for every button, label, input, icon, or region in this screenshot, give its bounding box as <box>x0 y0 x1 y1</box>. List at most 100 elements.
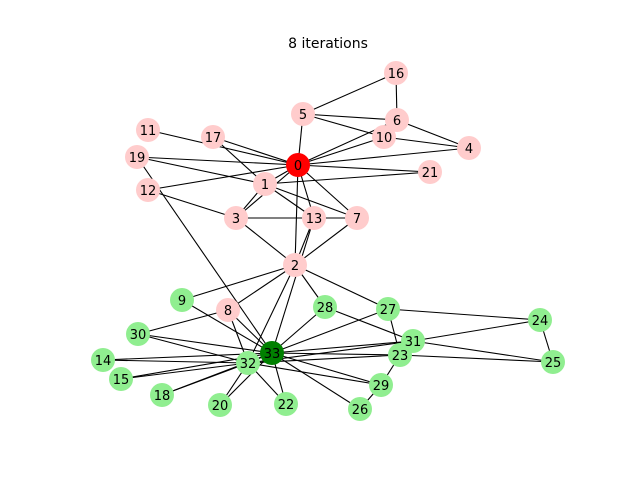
node-18: 18 <box>150 383 174 407</box>
node-circle-33 <box>260 341 284 365</box>
node-circle-11 <box>136 118 160 142</box>
edge-0-12 <box>147 164 299 191</box>
node-label-19: 19 <box>129 151 146 166</box>
node-19: 19 <box>125 145 149 169</box>
node-label-12: 12 <box>140 184 157 199</box>
edge-2-8 <box>227 264 296 311</box>
node-11: 11 <box>136 118 160 142</box>
edge-1-21 <box>264 171 431 185</box>
node-label-2: 2 <box>291 259 299 274</box>
node-circle-20 <box>208 393 232 417</box>
node-label-9: 9 <box>178 294 186 309</box>
node-circle-5 <box>291 102 315 126</box>
node-label-23: 23 <box>392 349 409 364</box>
node-label-3: 3 <box>232 212 240 227</box>
edge-26-33 <box>271 352 361 410</box>
node-circle-13 <box>302 206 326 230</box>
node-circle-18 <box>150 383 174 407</box>
node-13: 13 <box>302 206 326 230</box>
node-label-31: 31 <box>405 335 422 350</box>
node-circle-24 <box>528 308 552 332</box>
node-3: 3 <box>224 206 248 230</box>
node-circle-28 <box>313 295 337 319</box>
edge-5-10 <box>302 113 385 138</box>
node-circle-26 <box>348 397 372 421</box>
node-22: 22 <box>274 392 298 416</box>
edge-0-19 <box>136 156 299 166</box>
node-circle-22 <box>274 392 298 416</box>
node-label-18: 18 <box>154 389 171 404</box>
node-label-28: 28 <box>317 301 334 316</box>
node-label-4: 4 <box>465 142 473 157</box>
node-circle-10 <box>372 125 396 149</box>
edge-15-32 <box>120 362 249 380</box>
edge-3-12 <box>147 189 237 219</box>
node-circle-1 <box>253 172 277 196</box>
node-circle-32 <box>236 351 260 375</box>
node-15: 15 <box>109 367 133 391</box>
node-29: 29 <box>369 373 393 397</box>
edge-24-27 <box>387 308 541 321</box>
node-label-1: 1 <box>261 178 269 193</box>
graph-title: 8 iterations <box>288 36 368 52</box>
node-label-26: 26 <box>352 403 369 418</box>
node-label-25: 25 <box>545 356 562 371</box>
node-label-27: 27 <box>380 303 397 318</box>
node-2: 2 <box>283 253 307 277</box>
edge-2-3 <box>235 217 296 266</box>
node-label-33: 33 <box>264 347 281 362</box>
node-circle-19 <box>125 145 149 169</box>
edge-29-33 <box>271 352 382 386</box>
node-circle-12 <box>136 178 160 202</box>
node-27: 27 <box>376 297 400 321</box>
edge-0-11 <box>147 129 299 166</box>
edge-24-31 <box>412 319 541 342</box>
node-10: 10 <box>372 125 396 149</box>
node-circle-14 <box>91 348 115 372</box>
node-label-22: 22 <box>278 398 295 413</box>
edge-2-27 <box>294 264 389 310</box>
edge-1-19 <box>136 156 266 185</box>
node-17: 17 <box>201 125 225 149</box>
node-25: 25 <box>541 350 565 374</box>
node-circle-15 <box>109 367 133 391</box>
node-label-32: 32 <box>240 357 257 372</box>
edge-0-21 <box>297 164 431 173</box>
node-16: 16 <box>384 61 408 85</box>
node-label-8: 8 <box>224 304 232 319</box>
edge-4-6 <box>396 119 470 149</box>
edge-0-4 <box>297 147 470 166</box>
edge-30-32 <box>137 333 249 364</box>
node-6: 6 <box>385 108 409 132</box>
node-14: 14 <box>91 348 115 372</box>
node-label-6: 6 <box>393 114 401 129</box>
node-circle-2 <box>283 253 307 277</box>
node-12: 12 <box>136 178 160 202</box>
edge-25-31 <box>412 340 554 363</box>
edge-0-17 <box>212 136 299 166</box>
node-33: 33 <box>260 341 284 365</box>
edge-23-25 <box>399 354 554 363</box>
edge-14-32 <box>102 359 249 364</box>
node-label-20: 20 <box>212 399 229 414</box>
node-24: 24 <box>528 308 552 332</box>
node-label-13: 13 <box>306 212 323 227</box>
node-label-30: 30 <box>130 328 147 343</box>
node-7: 7 <box>345 206 369 230</box>
node-0: 0 <box>286 153 310 177</box>
node-circle-4 <box>457 136 481 160</box>
node-circle-0 <box>286 153 310 177</box>
node-label-29: 29 <box>373 379 390 394</box>
edge-31-33 <box>271 340 414 354</box>
node-circle-6 <box>385 108 409 132</box>
node-circle-30 <box>126 322 150 346</box>
node-label-16: 16 <box>388 67 405 82</box>
node-circle-27 <box>376 297 400 321</box>
node-31: 31 <box>401 329 425 353</box>
node-label-24: 24 <box>532 314 549 329</box>
node-30: 30 <box>126 322 150 346</box>
edge-28-31 <box>324 306 414 342</box>
node-5: 5 <box>291 102 315 126</box>
